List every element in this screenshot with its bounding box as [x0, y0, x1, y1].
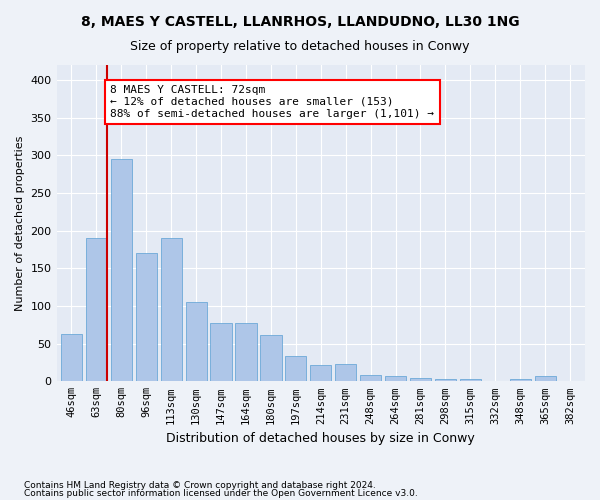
- Bar: [111, 159, 132, 382]
- Bar: [509, 379, 531, 382]
- Text: Contains HM Land Registry data © Crown copyright and database right 2024.: Contains HM Land Registry data © Crown c…: [24, 481, 376, 490]
- Bar: [285, 356, 307, 382]
- X-axis label: Distribution of detached houses by size in Conwy: Distribution of detached houses by size …: [166, 432, 475, 445]
- Bar: [211, 322, 232, 382]
- Bar: [161, 238, 182, 382]
- Bar: [61, 334, 82, 382]
- Bar: [385, 376, 406, 382]
- Bar: [360, 376, 381, 382]
- Bar: [535, 376, 556, 382]
- Bar: [460, 379, 481, 382]
- Bar: [260, 336, 281, 382]
- Text: Contains public sector information licensed under the Open Government Licence v3: Contains public sector information licen…: [24, 488, 418, 498]
- Bar: [185, 302, 207, 382]
- Bar: [435, 379, 456, 382]
- Text: 8 MAES Y CASTELL: 72sqm
← 12% of detached houses are smaller (153)
88% of semi-d: 8 MAES Y CASTELL: 72sqm ← 12% of detache…: [110, 86, 434, 118]
- Bar: [235, 322, 257, 382]
- Bar: [310, 366, 331, 382]
- Y-axis label: Number of detached properties: Number of detached properties: [15, 136, 25, 311]
- Bar: [410, 378, 431, 382]
- Bar: [136, 254, 157, 382]
- Text: Size of property relative to detached houses in Conwy: Size of property relative to detached ho…: [130, 40, 470, 53]
- Bar: [86, 238, 107, 382]
- Bar: [335, 364, 356, 382]
- Text: 8, MAES Y CASTELL, LLANRHOS, LLANDUDNO, LL30 1NG: 8, MAES Y CASTELL, LLANRHOS, LLANDUDNO, …: [80, 15, 520, 29]
